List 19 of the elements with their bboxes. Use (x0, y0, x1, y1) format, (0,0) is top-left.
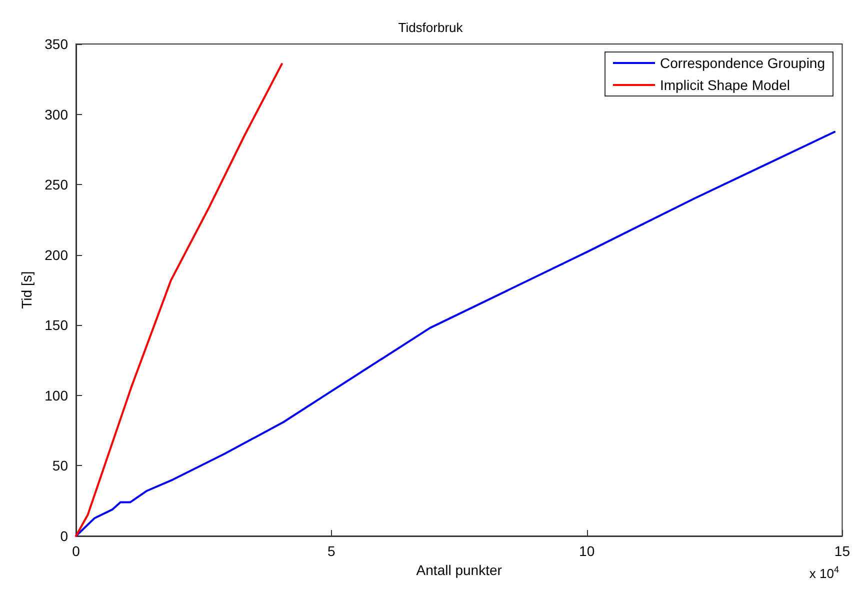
y-tick-label: 350 (44, 36, 68, 52)
legend-label: Correspondence Grouping (660, 55, 826, 71)
line-series (75, 62, 283, 537)
y-tick-label: 50 (52, 458, 68, 474)
line-series (75, 130, 836, 537)
x-axis-title: Antall punkter (416, 562, 502, 578)
y-tick-label: 0 (60, 528, 68, 544)
x-tick-label: 5 (328, 543, 336, 559)
y-tick-label: 150 (44, 317, 68, 334)
x-tick-label: 0 (72, 543, 80, 559)
y-tick-label: 100 (44, 387, 68, 404)
y-tick-label: 300 (44, 106, 68, 122)
chart-title: Tidsforbruk (398, 20, 464, 35)
y-tick-label: 200 (44, 246, 68, 263)
y-tick-label: 250 (44, 176, 68, 193)
x-tick-label: 10 (579, 543, 595, 559)
legend-label: Implicit Shape Model (660, 77, 790, 93)
y-axis-title: Tid [s] (18, 271, 35, 309)
x-tick-label: 15 (834, 543, 850, 559)
